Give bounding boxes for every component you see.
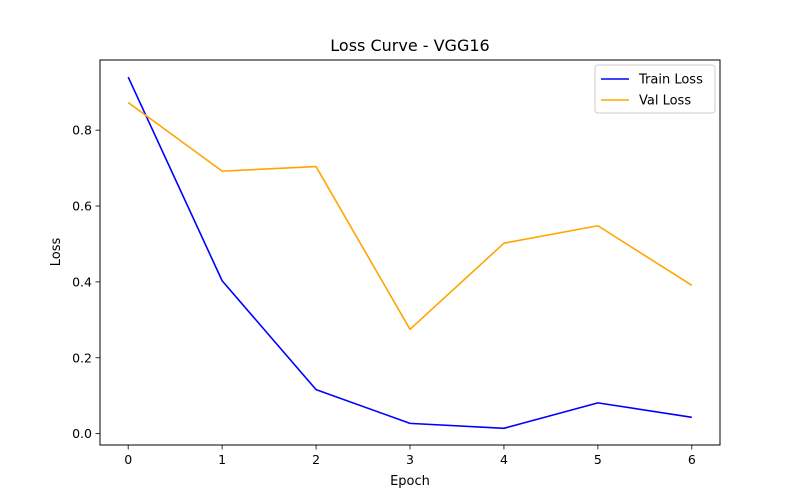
y-tick-label: 0.8 xyxy=(72,123,92,138)
chart-title: Loss Curve - VGG16 xyxy=(330,36,489,55)
y-tick-label: 0.0 xyxy=(72,426,92,441)
x-tick-label: 2 xyxy=(312,452,320,467)
series-line-val-loss xyxy=(127,101,693,331)
x-tick-label: 5 xyxy=(594,452,602,467)
legend-label-train-loss: Train Loss xyxy=(638,73,703,88)
y-tick-label: 0.6 xyxy=(72,199,92,214)
x-tick-label: 3 xyxy=(406,452,414,467)
y-tick-label: 0.4 xyxy=(72,274,92,289)
x-axis-label: Epoch xyxy=(390,474,430,489)
legend: Train Loss Val Loss xyxy=(594,64,716,114)
series-line-train-loss xyxy=(127,76,692,430)
x-tick-label: 4 xyxy=(500,452,508,467)
y-axis-label: Loss xyxy=(49,238,64,267)
legend-box xyxy=(594,64,716,114)
y-tick-label: 0.2 xyxy=(72,350,92,365)
plot-frame xyxy=(99,59,721,446)
x-tick-label: 6 xyxy=(688,452,696,467)
x-tick-label: 1 xyxy=(218,452,226,467)
x-tick-label: 0 xyxy=(124,452,132,467)
legend-label-val-loss: Val Loss xyxy=(639,94,691,109)
